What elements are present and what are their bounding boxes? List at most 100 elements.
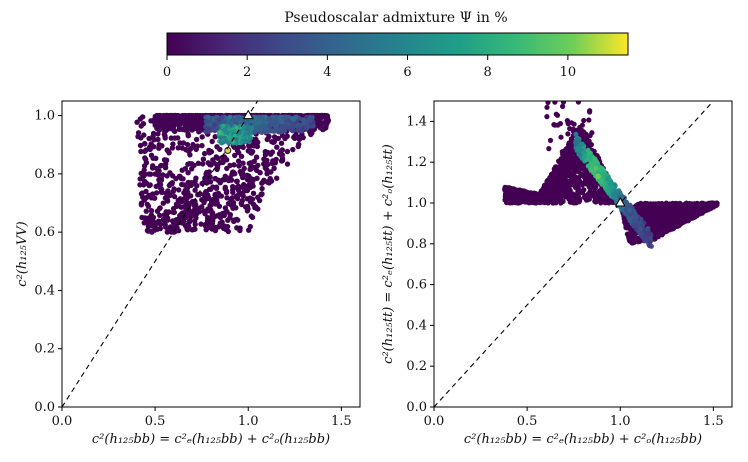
- scatter-point: [679, 202, 685, 209]
- scatter-point: [518, 188, 524, 194]
- scatter-point: [697, 202, 703, 208]
- scatter-point: [287, 126, 292, 132]
- scatter-point: [227, 162, 233, 169]
- scatter-point: [564, 190, 571, 197]
- scatter-point: [575, 188, 581, 194]
- scatter-point: [189, 161, 195, 167]
- scatter-point: [210, 184, 216, 190]
- scatter-point: [162, 133, 168, 139]
- scatter-point: [250, 190, 257, 196]
- scatter-point: [143, 217, 150, 223]
- scatter-point: [644, 213, 650, 219]
- scatter-point: [231, 144, 237, 150]
- y-tick-label: 0.8: [34, 167, 55, 182]
- scatter-point: [274, 175, 280, 181]
- scatter-point: [224, 123, 229, 129]
- scatter-point: [561, 157, 567, 163]
- scatter-point: [266, 180, 272, 186]
- scatter-point: [256, 197, 263, 204]
- scatter-point: [269, 149, 276, 155]
- scatter-point: [661, 226, 667, 232]
- scatter-point: [164, 173, 170, 179]
- scatter-point: [279, 123, 285, 129]
- scatter-point: [202, 211, 208, 217]
- scatter-point: [693, 209, 699, 215]
- scatter-point: [212, 176, 218, 182]
- scatter-point: [319, 113, 325, 120]
- scatter-point: [221, 223, 227, 229]
- scatter-point: [316, 121, 322, 127]
- scatter-point: [659, 230, 665, 236]
- scatter-point: [188, 214, 194, 220]
- scatter-point: [168, 135, 174, 141]
- scatter-point: [545, 180, 551, 186]
- scatter-point: [285, 118, 291, 123]
- scatter-point: [233, 193, 239, 199]
- scatter-point: [177, 196, 183, 202]
- scatter-point: [545, 191, 552, 197]
- scatter-point: [137, 142, 144, 149]
- scatter-point: [296, 136, 303, 143]
- scatter-point: [591, 189, 597, 195]
- panel-left-yticks: 0.00.20.40.60.81.0: [34, 109, 62, 415]
- scatter-point: [230, 169, 236, 175]
- scatter-point: [264, 157, 270, 164]
- scatter-point: [194, 143, 201, 149]
- scatter-point: [207, 208, 213, 214]
- scatter-point: [678, 217, 684, 223]
- scatter-point: [537, 198, 544, 204]
- scatter-point: [239, 140, 244, 146]
- scatter-point: [227, 175, 233, 181]
- scatter-point: [165, 226, 171, 232]
- scatter-point: [546, 146, 552, 152]
- scatter-point: [595, 193, 601, 199]
- scatter-point: [219, 154, 225, 161]
- scatter-point: [259, 185, 265, 192]
- scatter-point: [208, 162, 214, 168]
- scatter-point: [179, 167, 185, 173]
- scatter-point: [170, 173, 176, 179]
- scatter-point: [228, 129, 233, 134]
- scatter-point: [175, 145, 181, 151]
- scatter-point: [213, 154, 219, 160]
- scatter-point: [296, 141, 302, 147]
- scatter-point: [234, 117, 240, 123]
- scatter-point: [645, 205, 651, 211]
- scatter-point: [652, 230, 658, 236]
- scatter-point: [576, 129, 583, 135]
- scatter-point: [151, 144, 157, 150]
- scatter-point: [635, 203, 641, 209]
- scatter-point: [204, 192, 211, 198]
- scatter-point: [241, 186, 248, 192]
- scatter-point: [551, 166, 557, 172]
- scatter-point: [179, 126, 186, 133]
- scatter-point: [155, 218, 162, 224]
- scatter-point: [587, 188, 593, 194]
- scatter-point: [271, 159, 277, 165]
- scatter-point: [223, 139, 229, 144]
- scatter-point: [252, 204, 259, 210]
- scatter-point: [150, 155, 156, 161]
- scatter-point: [244, 138, 249, 143]
- scatter-point: [146, 182, 152, 189]
- scatter-point: [567, 199, 573, 205]
- scatter-point: [600, 194, 606, 200]
- scatter-point: [278, 158, 285, 164]
- scatter-point: [589, 182, 596, 188]
- scatter-point: [559, 180, 565, 186]
- scatter-point: [245, 206, 251, 212]
- scatter-point: [248, 176, 255, 182]
- scatter-point: [162, 195, 169, 201]
- scatter-point: [254, 125, 259, 130]
- scatter-point: [663, 222, 669, 228]
- scatter-point: [203, 227, 209, 233]
- scatter-point: [168, 181, 174, 187]
- scatter-point: [666, 219, 673, 225]
- scatter-point: [137, 116, 144, 122]
- scatter-point: [170, 141, 176, 147]
- scatter-point: [552, 101, 558, 105]
- scatter-point: [684, 210, 691, 216]
- scatter-point: [146, 222, 152, 228]
- scatter-point: [248, 150, 255, 156]
